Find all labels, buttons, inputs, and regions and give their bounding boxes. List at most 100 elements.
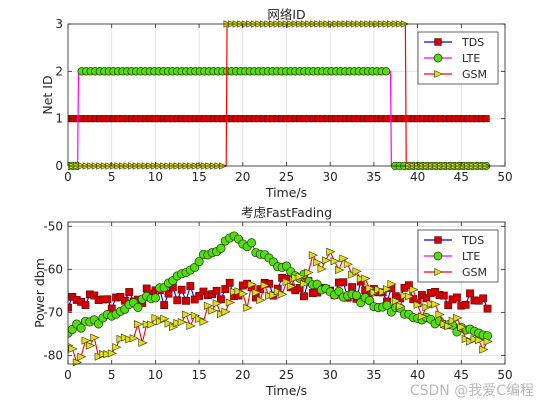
data-point xyxy=(177,285,186,294)
x-tick-label: 20 xyxy=(235,368,250,382)
plot-series xyxy=(68,231,493,367)
data-point xyxy=(225,298,236,307)
legend-swatch-marker xyxy=(434,268,444,276)
data-point xyxy=(208,306,218,315)
x-tick-label: 45 xyxy=(454,368,469,382)
data-point xyxy=(330,257,340,266)
x-tick-label: 25 xyxy=(279,170,294,184)
data-point xyxy=(225,278,234,287)
data-point xyxy=(247,280,257,289)
data-point xyxy=(418,312,428,321)
data-point xyxy=(286,282,297,291)
x-tick-label: 5 xyxy=(108,368,116,382)
data-point xyxy=(413,300,423,309)
data-point xyxy=(326,247,336,256)
x-tick-label: 40 xyxy=(410,368,425,382)
legend-swatch-marker xyxy=(433,53,443,63)
data-point xyxy=(147,320,157,329)
legend-label-tds: TDS xyxy=(461,36,484,49)
series-tds xyxy=(68,115,490,123)
data-point xyxy=(195,292,203,300)
data-point xyxy=(461,300,470,309)
data-point xyxy=(76,323,86,333)
data-point xyxy=(182,310,192,319)
data-point xyxy=(177,318,187,327)
y-tick-label: 2 xyxy=(55,64,63,78)
x-axis-label: Time/s xyxy=(265,383,307,398)
legend-swatch-marker xyxy=(434,70,444,78)
data-point xyxy=(404,281,413,290)
x-tick-label: 10 xyxy=(148,170,163,184)
x-tick-label: 25 xyxy=(279,368,294,382)
data-point xyxy=(474,336,485,345)
axes-1: 0 5 10 15 20 25 30 35 40 45 50 0 1 2 3 网络ID Time/s Net ID… xyxy=(40,7,513,200)
data-point xyxy=(133,302,143,312)
data-point xyxy=(361,274,371,283)
legend-swatch-marker xyxy=(433,251,443,261)
data-point xyxy=(256,296,266,305)
data-point xyxy=(199,317,209,326)
data-point xyxy=(243,303,253,312)
data-point xyxy=(221,285,230,293)
x-tick-label: 15 xyxy=(191,368,206,382)
watermark: CSDN @我爱C编程 xyxy=(409,383,534,399)
data-point xyxy=(483,304,492,313)
data-point xyxy=(212,299,222,308)
data-point xyxy=(382,300,392,310)
data-point xyxy=(439,291,448,300)
data-point xyxy=(150,293,160,303)
data-point xyxy=(125,288,134,296)
series-lte xyxy=(68,231,493,341)
y-tick-label: 1 xyxy=(55,112,63,126)
data-point xyxy=(387,279,397,289)
legend-label-gsm: GSM xyxy=(462,266,487,279)
data-point xyxy=(444,301,453,310)
data-point xyxy=(107,349,118,358)
data-point xyxy=(404,292,415,301)
data-point xyxy=(160,301,169,309)
data-point xyxy=(479,294,488,303)
x-tick-label: 5 xyxy=(108,170,116,184)
data-point xyxy=(90,333,100,342)
data-point xyxy=(431,300,441,309)
data-point xyxy=(295,272,305,281)
data-point xyxy=(90,291,99,300)
data-point xyxy=(300,279,310,288)
y-tick-label: -60 xyxy=(43,262,63,276)
data-point xyxy=(194,257,204,267)
data-point xyxy=(313,258,323,267)
x-tick-label: 15 xyxy=(191,170,206,184)
data-point xyxy=(295,284,304,292)
data-point xyxy=(278,290,288,299)
data-point xyxy=(351,290,361,300)
data-point xyxy=(173,296,182,305)
x-tick-label: 30 xyxy=(323,170,338,184)
data-point xyxy=(216,243,226,253)
data-point xyxy=(186,282,195,290)
data-point xyxy=(453,313,463,322)
x-tick-label: 40 xyxy=(410,170,425,184)
data-point xyxy=(217,295,225,304)
data-point xyxy=(112,343,122,352)
data-point xyxy=(483,337,493,346)
data-point xyxy=(422,294,431,303)
data-point xyxy=(221,307,231,316)
legend: TDS LTE GSM xyxy=(417,229,499,283)
axes-2: 0 5 10 15 20 25 30 35 40 45 50 -80 -70 -60 -50 考虑FastFa… xyxy=(32,205,513,398)
data-point xyxy=(409,285,419,294)
legend-swatch-marker xyxy=(434,236,442,244)
x-tick-label: 50 xyxy=(497,368,512,382)
data-point xyxy=(308,251,319,260)
legend-label-lte: LTE xyxy=(462,250,480,263)
data-point xyxy=(129,334,139,343)
data-point xyxy=(182,296,190,305)
data-point xyxy=(435,310,445,319)
data-point xyxy=(238,289,249,298)
x-tick-label: 45 xyxy=(454,170,469,184)
x-tick-label: 50 xyxy=(497,170,512,184)
x-tick-label: 35 xyxy=(366,368,381,382)
chart-title: 网络ID xyxy=(267,7,305,22)
data-point xyxy=(352,267,362,276)
x-tick-label: 0 xyxy=(64,170,72,184)
